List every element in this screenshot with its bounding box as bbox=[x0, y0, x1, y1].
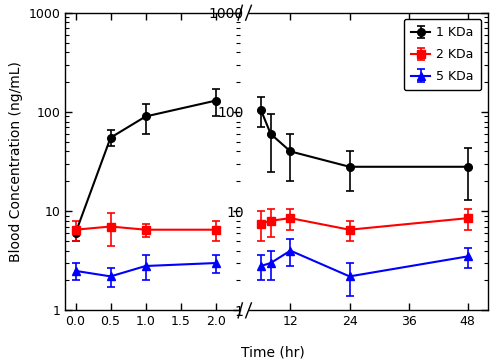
Legend: 1 KDa, 2 KDa, 5 KDa: 1 KDa, 2 KDa, 5 KDa bbox=[404, 19, 481, 90]
Text: Time (hr): Time (hr) bbox=[240, 345, 304, 359]
Y-axis label: Blood Concentration (ng/mL): Blood Concentration (ng/mL) bbox=[8, 61, 22, 262]
